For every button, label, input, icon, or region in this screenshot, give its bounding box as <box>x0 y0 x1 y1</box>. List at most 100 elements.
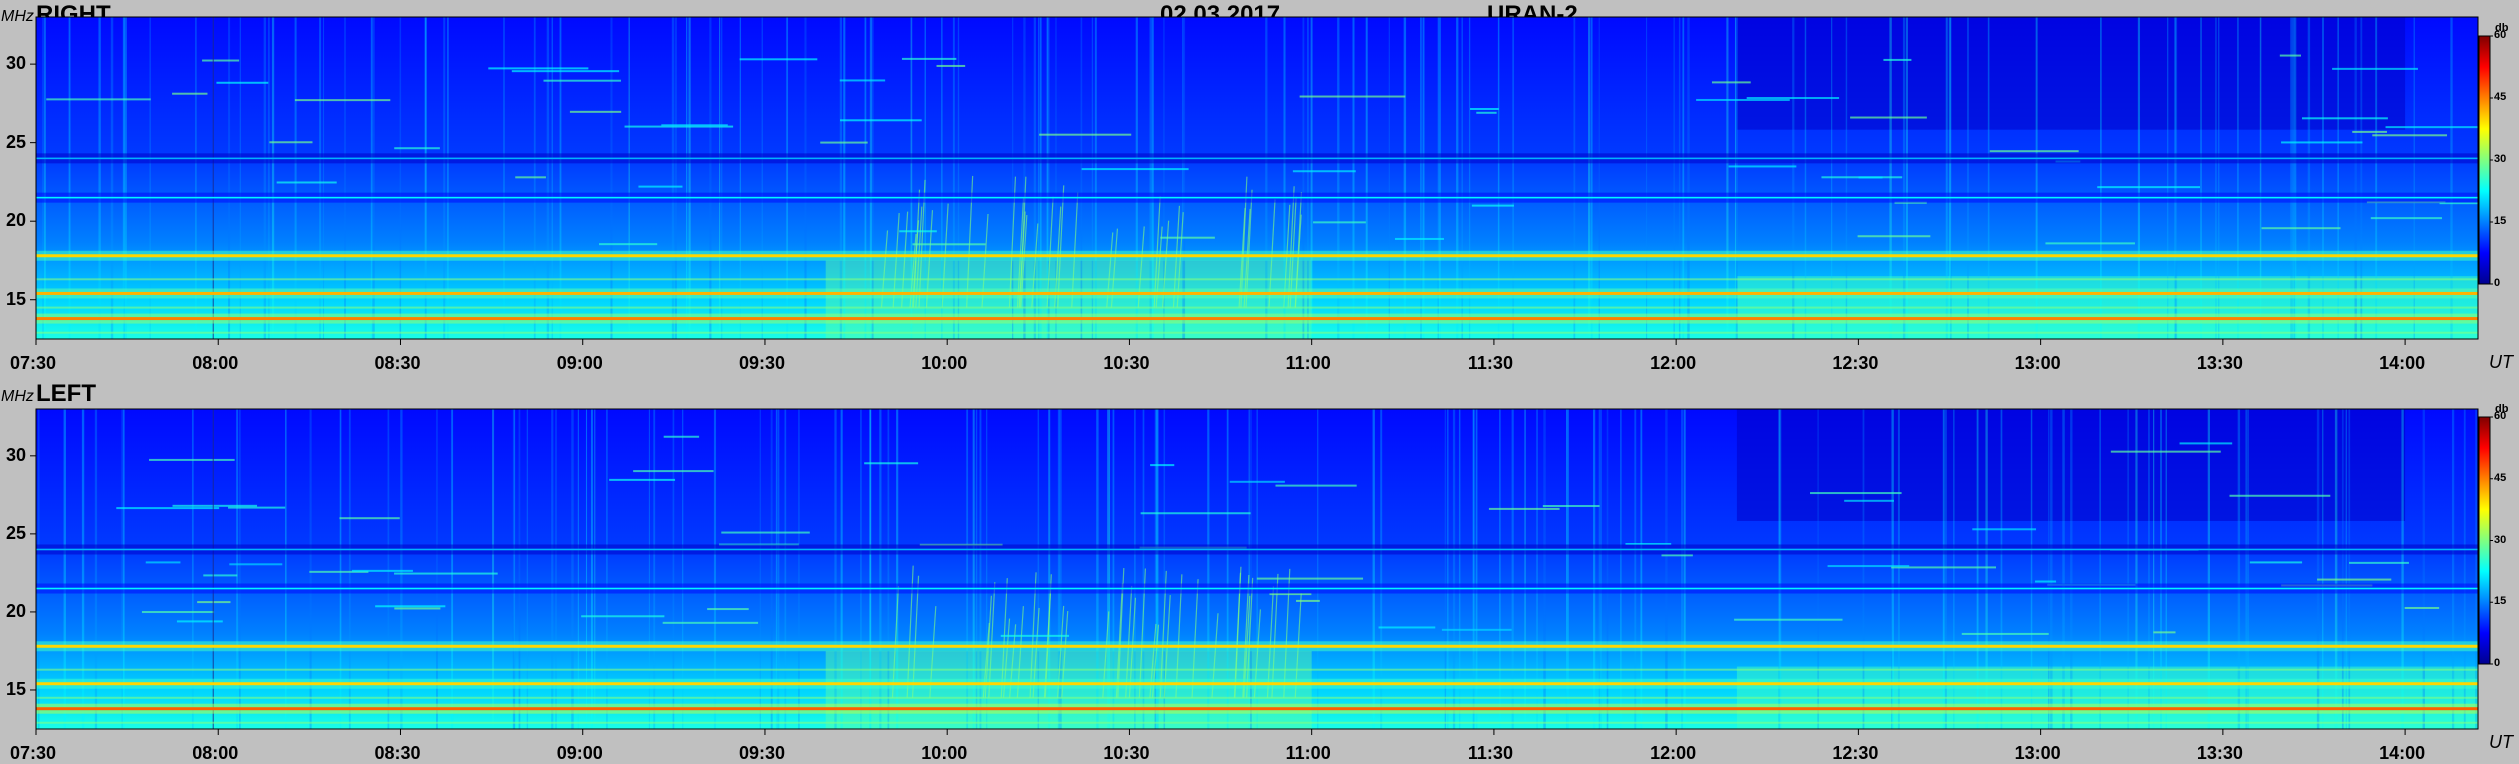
narrow-band <box>1039 133 1132 136</box>
time-streak <box>2334 409 2338 729</box>
burst-streak <box>1115 583 1124 698</box>
time-streak <box>1891 409 1893 729</box>
time-streak <box>966 409 969 729</box>
narrow-band <box>1891 566 1997 569</box>
time-streak <box>236 409 239 729</box>
time-streak <box>2341 409 2344 729</box>
time-streak <box>879 409 882 729</box>
narrow-band <box>2035 580 2057 583</box>
time-streak <box>518 409 521 729</box>
time-streak <box>1438 17 1440 339</box>
time-streak <box>1687 17 1690 339</box>
spectrogram-left <box>36 409 2478 729</box>
narrow-band <box>351 569 413 572</box>
y-unit-right: MHz <box>1 8 34 25</box>
narrow-band <box>1275 484 1357 487</box>
y-tick-label: 20 <box>6 600 27 621</box>
time-streak <box>2100 17 2102 339</box>
narrow-band <box>511 70 620 73</box>
burst-streak <box>1242 574 1250 698</box>
narrow-band <box>721 531 810 534</box>
x-tick-label: 13:00 <box>2014 743 2061 763</box>
time-streak <box>285 409 287 729</box>
burst-streak <box>1246 577 1254 698</box>
time-streak <box>344 17 346 339</box>
time-streak <box>590 409 593 729</box>
time-streak <box>1456 17 1459 339</box>
narrow-band <box>2229 494 2331 497</box>
time-streak <box>1891 409 1894 729</box>
time-streak <box>372 17 375 339</box>
time-streak <box>2175 17 2178 339</box>
colorbar-tick-label: 45 <box>2494 471 2507 484</box>
time-streak <box>798 409 800 729</box>
spectrogram-right <box>36 17 2478 339</box>
time-streak <box>671 17 675 339</box>
x-tick-label: 12:00 <box>1650 353 1697 373</box>
time-streak <box>1987 17 1990 339</box>
time-streak <box>577 409 579 729</box>
time-streak <box>1372 409 1375 729</box>
colorbar <box>2478 35 2491 285</box>
y-tick-label: 25 <box>6 131 27 152</box>
time-streak <box>1155 409 1158 729</box>
time-streak <box>1472 409 1475 729</box>
time-streak <box>1948 17 1951 339</box>
time-streak <box>1047 17 1050 339</box>
narrow-band <box>633 470 714 473</box>
time-streak <box>424 17 427 339</box>
time-streak <box>263 17 266 339</box>
interference-band <box>36 291 2478 295</box>
narrow-band <box>707 608 749 611</box>
time-streak <box>871 17 874 339</box>
time-streak <box>1403 17 1407 339</box>
burst-streak <box>988 582 996 698</box>
interference-band <box>36 668 2478 671</box>
time-streak <box>2165 409 2167 729</box>
time-streak <box>1447 409 1449 729</box>
narrow-band <box>2439 202 2478 205</box>
x-tick-label: 08:30 <box>374 743 421 763</box>
time-streak <box>294 17 297 339</box>
time-streak <box>2215 17 2217 339</box>
time-streak <box>864 17 867 339</box>
time-streak <box>1804 17 1807 339</box>
time-streak <box>526 409 529 729</box>
time-streak <box>309 409 312 729</box>
y-tick-label: 30 <box>6 444 27 465</box>
time-streak <box>1472 409 1474 729</box>
narrow-band <box>276 181 337 184</box>
narrow-band <box>2352 130 2387 133</box>
narrow-band <box>229 563 283 566</box>
interference-band <box>36 721 2478 724</box>
time-streak <box>1151 17 1154 339</box>
time-streak <box>1565 409 1568 729</box>
time-streak <box>1055 17 1057 339</box>
time-streak <box>2035 17 2038 339</box>
y-tick-label: 30 <box>6 53 27 74</box>
time-streak <box>979 409 982 729</box>
time-streak <box>1422 17 1425 339</box>
x-unit-right: UT <box>2489 352 2513 372</box>
narrow-band <box>1471 204 1514 207</box>
time-streak <box>786 17 789 339</box>
burst-streak <box>1191 579 1199 698</box>
y-tick-label: 20 <box>6 210 27 231</box>
colorbar-tick-label: 15 <box>2494 215 2507 227</box>
narrow-band <box>1081 168 1189 171</box>
time-streak <box>348 409 351 729</box>
colorbar-tick-label: 0 <box>2494 277 2501 289</box>
time-streak <box>1135 17 1138 339</box>
narrow-band <box>2110 450 2221 453</box>
narrow-band <box>739 58 818 61</box>
narrow-band <box>339 517 400 520</box>
narrow-band <box>2332 67 2418 70</box>
time-streak <box>424 17 427 339</box>
time-streak <box>869 409 871 729</box>
y-unit-left: MHz <box>1 388 34 405</box>
time-streak <box>1566 409 1569 729</box>
time-streak <box>869 409 872 729</box>
narrow-band <box>149 458 235 461</box>
time-streak <box>924 17 926 339</box>
narrow-band <box>864 462 919 465</box>
